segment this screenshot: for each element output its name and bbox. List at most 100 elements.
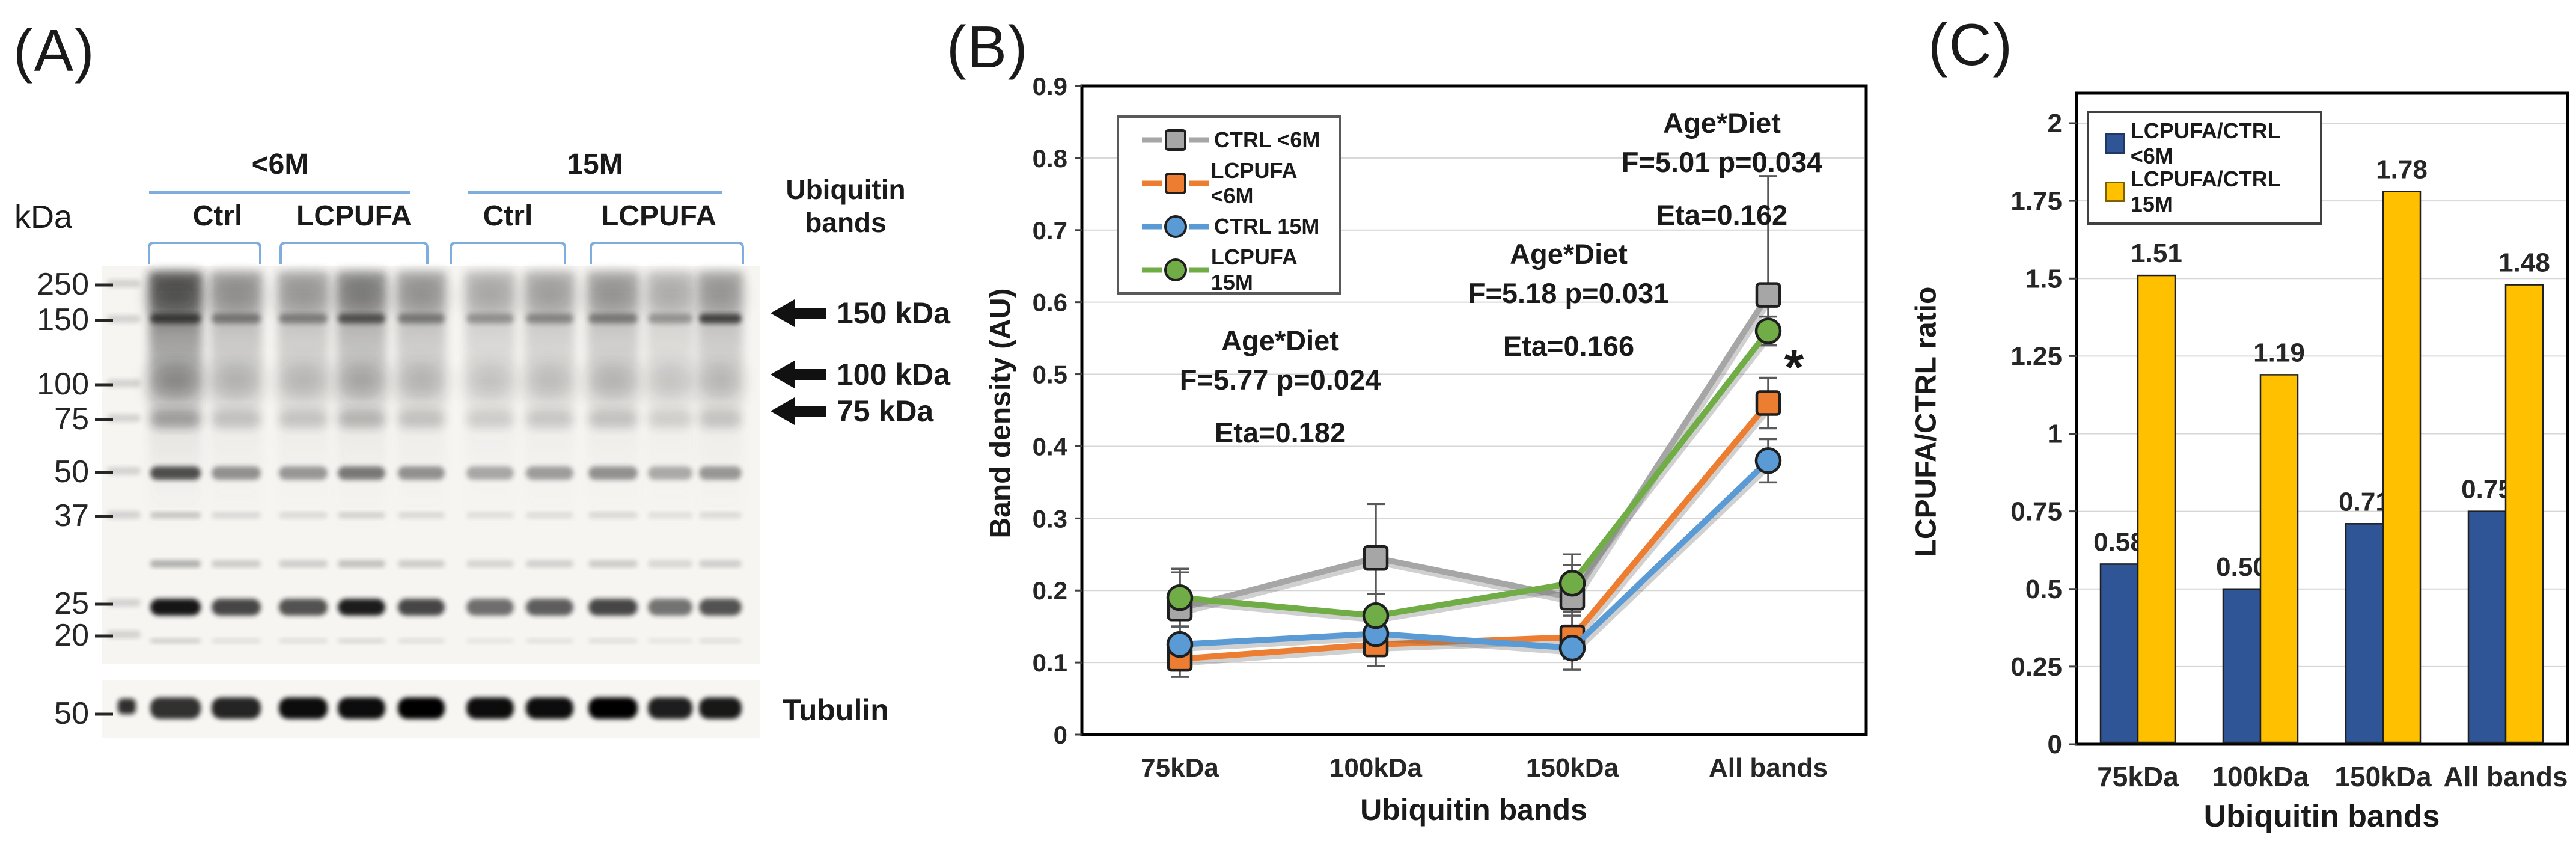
b-ytick-label: 0.6 bbox=[1033, 289, 1067, 317]
blot-lane-2 bbox=[210, 272, 262, 719]
legend-marker-icon bbox=[1142, 215, 1209, 238]
ladder-band bbox=[107, 280, 141, 287]
b-xtick-label: All bands bbox=[1709, 753, 1828, 783]
b-marker-square bbox=[1363, 545, 1389, 571]
legend-item-lcpufa-15m: LCPUFA 15M bbox=[1140, 245, 1339, 295]
b-ytick-label: 0.7 bbox=[1033, 216, 1067, 245]
ladder-band bbox=[107, 511, 141, 519]
c-x-axis-title: Ubiquitin bands bbox=[2203, 799, 2440, 834]
b-line bbox=[1179, 329, 1771, 619]
annotation-line: Age*Diet bbox=[1221, 325, 1339, 356]
c-bar bbox=[2137, 274, 2176, 744]
age-group-6m-underline bbox=[149, 191, 410, 194]
legend-item-lcpufa-6m: LCPUFA <6M bbox=[1140, 158, 1339, 208]
blot-lane-6 bbox=[465, 272, 515, 719]
panel-c-label: (C) bbox=[1928, 11, 2014, 78]
mw-marker-label: 100 bbox=[37, 367, 89, 402]
c-bar bbox=[2467, 510, 2507, 744]
b-marker-circle bbox=[1166, 584, 1194, 611]
b-y-axis-title: Band density (AU) bbox=[984, 288, 1017, 539]
b-line bbox=[1179, 458, 1771, 652]
age-group-6m-label: <6M bbox=[251, 148, 309, 180]
lane-group-ctrl-6m: Ctrl bbox=[192, 200, 243, 232]
b-marker-circle bbox=[1558, 569, 1586, 597]
tubulin-ladder-mark bbox=[118, 699, 136, 714]
legend-swatch-icon bbox=[2105, 182, 2125, 202]
lane-group-lcpufa-6m: LCPUFA bbox=[296, 200, 412, 232]
annotation-line: F=5.18 p=0.031 bbox=[1468, 277, 1670, 310]
c-bar bbox=[2099, 563, 2139, 744]
band-arrow-label: 75 kDa bbox=[837, 394, 934, 428]
c-ytick-label: 0.5 bbox=[2025, 575, 2062, 604]
age-group-15m-underline bbox=[468, 191, 722, 194]
c-bar bbox=[2259, 374, 2299, 744]
b-series-ctrl-15m bbox=[1166, 447, 1782, 662]
age-group-15m-label: 15M bbox=[567, 148, 623, 180]
c-bar bbox=[2382, 191, 2422, 744]
legend-item-ctrl-6m: CTRL <6M bbox=[1140, 118, 1339, 162]
tubulin-band bbox=[150, 697, 201, 719]
b-x-axis-title: Ubiquitin bands bbox=[1360, 793, 1587, 827]
tubulin-band bbox=[526, 697, 573, 719]
c-ytick-label: 0.25 bbox=[2010, 652, 2062, 682]
b-line-shadow bbox=[1181, 404, 1773, 667]
c-ytick-label: 0 bbox=[2048, 730, 2062, 759]
mw-marker-label: 25 bbox=[54, 586, 89, 621]
b-ytick-label: 0.8 bbox=[1033, 144, 1067, 173]
ladder-band bbox=[107, 467, 141, 475]
c-bar-value-label: 1.48 bbox=[2498, 248, 2550, 278]
tubulin-band bbox=[279, 697, 328, 719]
legend-marker-icon bbox=[1142, 173, 1209, 194]
lane-group-bracket bbox=[450, 242, 566, 264]
annotation-line: Age*Diet bbox=[1663, 107, 1781, 139]
annotation-line: Eta=0.166 bbox=[1503, 329, 1635, 362]
blot-lane-9 bbox=[647, 272, 694, 719]
c-xtick-label: All bands bbox=[2443, 761, 2568, 792]
c-bar-value-label: 0.75 bbox=[2461, 475, 2513, 504]
annotation-line: F=5.77 p=0.024 bbox=[1179, 364, 1381, 396]
legend-label: LCPUFA/CTRL 15M bbox=[2130, 167, 2281, 216]
panel-a-label: (A) bbox=[13, 17, 96, 84]
b-marker-circle bbox=[1362, 602, 1390, 629]
legend-label: LCPUFA 15M bbox=[1210, 245, 1297, 295]
b-series-lcpufa-15m bbox=[1166, 317, 1782, 629]
lane-group-ctrl-15m: Ctrl bbox=[483, 200, 533, 232]
c-bar-value-label: 0.50 bbox=[2216, 552, 2268, 582]
mw-marker-label: 20 bbox=[54, 618, 89, 653]
bar-chart: 0 0.25 0.5 0.75 1 1.25 1.5 1.75 2 75kDa 100kDa 150k… bbox=[2010, 91, 2569, 792]
tubulin-mw-label: 50 bbox=[54, 696, 89, 731]
c-ytick-label: 1.75 bbox=[2010, 186, 2062, 216]
legend-label: LCPUFA/CTRL <6M bbox=[2130, 118, 2281, 168]
mw-marker-label: 75 bbox=[54, 402, 89, 436]
c-bar-value-label: 0.71 bbox=[2339, 487, 2390, 516]
b-ytick-label: 0.2 bbox=[1033, 576, 1067, 605]
legend-label: LCPUFA <6M bbox=[1210, 158, 1297, 208]
blot-lane-10 bbox=[698, 272, 743, 719]
b-marker-circle bbox=[1558, 634, 1586, 662]
band-arrow-icon bbox=[771, 361, 826, 388]
legend-item-ctrl-15m: CTRL 15M bbox=[1140, 205, 1339, 248]
stat-annotation-allbands: Age*Diet F=5.01 p=0.034 Eta=0.162 bbox=[1554, 108, 1890, 230]
c-bar bbox=[2504, 284, 2544, 744]
c-ytick-label: 0.75 bbox=[2010, 497, 2062, 527]
c-bar-value-label: 1.19 bbox=[2253, 338, 2305, 367]
blot-lane-1 bbox=[149, 272, 202, 719]
mw-marker-label: 250 bbox=[37, 267, 89, 302]
legend-label: CTRL <6M bbox=[1214, 127, 1320, 152]
b-ytick-label: 0.9 bbox=[1033, 72, 1067, 100]
c-xtick-label: 150kDa bbox=[2334, 761, 2432, 792]
b-marker-square bbox=[1755, 390, 1781, 416]
c-bar bbox=[2222, 588, 2262, 744]
b-ytick-label: 0.4 bbox=[1033, 432, 1068, 460]
c-bar-value-label: 1.51 bbox=[2131, 239, 2182, 268]
blot-lane-3 bbox=[278, 272, 329, 719]
b-xtick-label: 100kDa bbox=[1329, 753, 1423, 783]
ladder-band bbox=[107, 414, 141, 422]
band-arrow-label: 150 kDa bbox=[837, 296, 951, 330]
tubulin-label: Tubulin bbox=[783, 693, 889, 727]
stat-annotation-150kda: Age*Diet F=5.18 p=0.031 Eta=0.166 bbox=[1400, 239, 1737, 361]
band-arrow-icon bbox=[771, 397, 826, 425]
blot-lane-8 bbox=[587, 272, 639, 719]
